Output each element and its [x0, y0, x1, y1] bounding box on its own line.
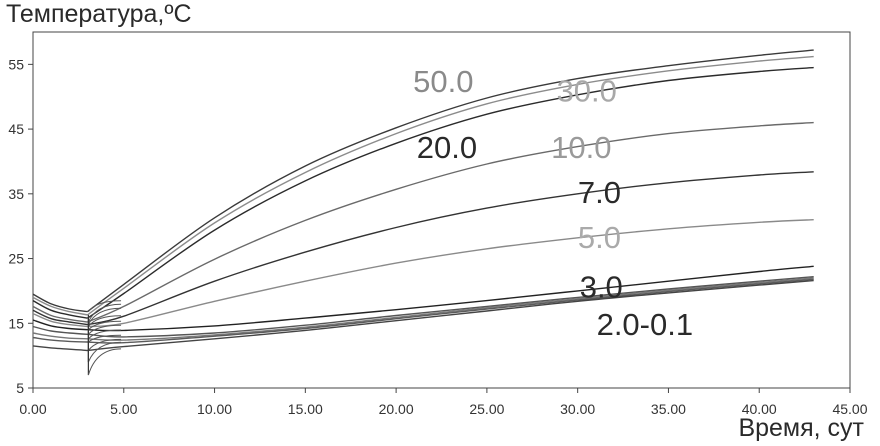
transient-relaxation	[88, 320, 122, 331]
x-tick-label: 5.00	[110, 401, 137, 417]
series-line-7-0	[32, 171, 814, 326]
transient-relaxation	[87, 348, 122, 376]
transient-relaxation	[87, 338, 122, 351]
curve-label: 2.0-0.1	[597, 307, 694, 342]
y-tick-label: 45	[8, 121, 24, 137]
curve-label: 10.0	[551, 130, 611, 165]
axes	[32, 31, 851, 389]
series-line-3-0	[32, 265, 814, 332]
x-tick-label: 45.00	[832, 401, 867, 417]
y-axis-ticks: 5 15 25 35 45 55	[8, 56, 33, 396]
transient-relaxation	[87, 307, 122, 325]
x-axis-ticks: 0.00 5.00 10.00 15.00 20.00 25.00 30.00 35.00 40…	[19, 388, 868, 417]
curve-label: 30.0	[557, 73, 617, 108]
x-tick-label: 25.00	[469, 401, 504, 417]
transient-relaxation	[87, 303, 122, 323]
curve-label: 3.0	[580, 269, 623, 304]
transient-relaxation	[88, 334, 122, 343]
transient-relaxation	[87, 300, 122, 312]
series-lines	[32, 49, 814, 376]
y-tick-label: 5	[16, 380, 24, 396]
x-tick-label: 15.00	[288, 401, 323, 417]
transient-relaxation	[88, 329, 122, 340]
x-tick-label: 0.00	[19, 401, 46, 417]
x-tick-label: 30.00	[560, 401, 595, 417]
x-tick-label: 20.00	[379, 401, 414, 417]
curve-label: 7.0	[578, 175, 621, 210]
series-line-10-0	[32, 121, 814, 323]
series-line-0-5	[32, 278, 814, 344]
curve-label: 20.0	[417, 130, 477, 165]
y-tick-label: 35	[8, 186, 24, 202]
series-line-20-0	[32, 66, 814, 319]
curve-label: 5.0	[578, 220, 621, 255]
x-tick-label: 35.00	[651, 401, 686, 417]
series-line-30-0	[32, 55, 814, 316]
plot-frame	[32, 31, 851, 389]
curve-label: 50.0	[413, 64, 473, 99]
y-tick-label: 15	[8, 315, 24, 331]
transient-relaxation	[87, 324, 122, 335]
y-tick-label: 25	[8, 251, 24, 267]
series-labels: 50.0 30.0 20.0 10.0 7.0 5.0 3.02.0-0.1	[413, 64, 693, 342]
y-tick-label: 55	[8, 56, 24, 72]
series-line-0-1	[32, 279, 814, 352]
transient-relaxation	[87, 341, 122, 363]
x-axis-title: Время, сут	[738, 414, 864, 442]
x-tick-label: 40.00	[742, 401, 777, 417]
series-line-50-0	[32, 49, 814, 313]
transient-relaxation	[87, 315, 122, 327]
series-line-2-0	[32, 276, 814, 338]
series-line-5-0	[32, 219, 814, 328]
y-axis-title: Температура,ºС	[6, 0, 192, 28]
x-tick-label: 10.00	[197, 401, 232, 417]
series-line-1-0	[32, 277, 814, 341]
